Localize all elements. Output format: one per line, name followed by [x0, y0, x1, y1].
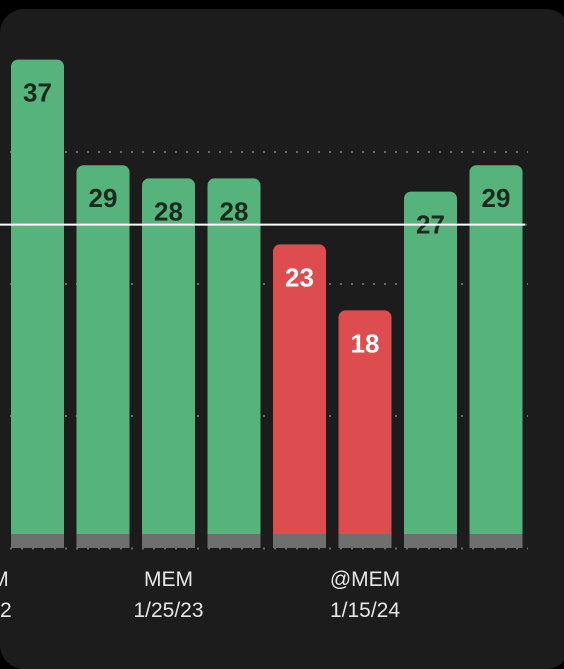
bar-value-label-5: 18	[351, 328, 380, 358]
bar-base-0	[11, 534, 64, 548]
x-axis-label-0-line-0: M	[0, 568, 9, 591]
bar-value-label-7: 29	[482, 183, 511, 213]
bar-group-1: 29	[76, 165, 130, 548]
x-axis-label-1-line-1: 1/25/23	[133, 599, 203, 622]
bar-group-4: 23	[273, 244, 326, 548]
bar-base-2	[142, 534, 195, 548]
x-axis-label-0-line-1: 22	[0, 599, 12, 622]
bar-base-1	[76, 534, 130, 548]
bar-4	[273, 244, 326, 548]
bar-5	[338, 310, 392, 548]
bar-3	[207, 178, 261, 548]
bar-value-label-0: 37	[23, 78, 52, 108]
chart-card: 37 29 28 28 23 18 27 29 M 22 MEM 1/25/23 @MEM 1/15/24	[0, 9, 564, 669]
bar-0	[11, 59, 64, 548]
bar-group-5: 18	[338, 310, 392, 548]
bar-value-label-1: 29	[89, 183, 118, 213]
bar-group-7: 29	[469, 165, 523, 548]
bar-group-2: 28	[142, 178, 195, 548]
bar-base-7	[469, 534, 523, 548]
x-axis-label-1-line-0: MEM	[144, 568, 193, 591]
bar-value-label-2: 28	[154, 196, 183, 226]
bar-group-6: 27	[404, 191, 457, 548]
bar-value-label-4: 23	[285, 262, 314, 292]
x-axis-label-2-line-1: 1/15/24	[330, 599, 400, 622]
bar-chart: 37 29 28 28 23 18 27 29 M 22 MEM 1/25/23 @MEM 1/15/24	[0, 59, 528, 622]
bar-base-6	[404, 534, 457, 548]
bar-value-label-3: 28	[220, 196, 249, 226]
bar-2	[142, 178, 195, 548]
bar-base-4	[273, 534, 326, 548]
bar-base-5	[338, 534, 392, 548]
bar-1	[76, 165, 130, 548]
bar-6	[404, 191, 457, 548]
bar-7	[469, 165, 523, 548]
x-axis-label-2-line-0: @MEM	[330, 568, 400, 591]
bar-group-3: 28	[207, 178, 261, 548]
bar-group-0: 37	[11, 59, 64, 548]
bar-base-3	[207, 534, 261, 548]
